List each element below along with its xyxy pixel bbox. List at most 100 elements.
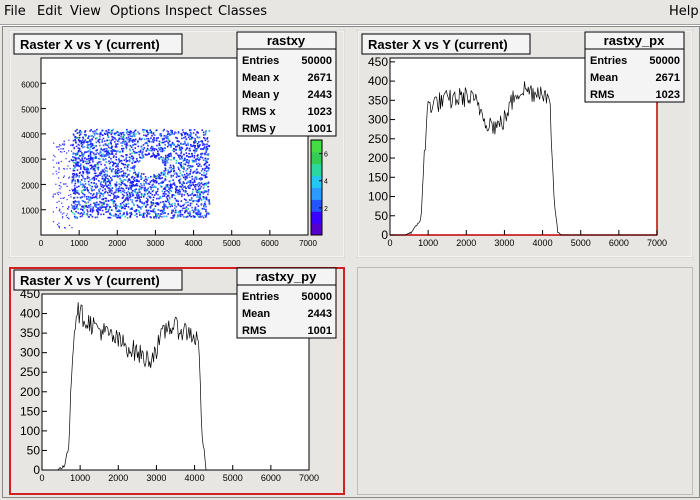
heat-point bbox=[167, 137, 169, 140]
heat-point bbox=[155, 154, 158, 157]
heat-point bbox=[162, 138, 164, 141]
heat-point bbox=[103, 150, 106, 153]
heat-point bbox=[146, 147, 149, 150]
heat-point bbox=[69, 160, 71, 162]
heat-point bbox=[87, 201, 90, 204]
heat-point bbox=[145, 182, 147, 185]
heat-point bbox=[151, 190, 154, 193]
heat-point bbox=[169, 171, 171, 173]
heat-point bbox=[177, 200, 180, 203]
heat-point bbox=[172, 164, 175, 167]
pad-rastxy[interactable]: 246 0 1000 2000 3000 4000 5000 6000 70001000200… bbox=[9, 30, 345, 258]
p2-xtick-label: 5000 bbox=[571, 238, 591, 248]
pad-rastxy-py[interactable]: 0 1000 2000 3000 4000 5000 6000 700005010015020… bbox=[9, 267, 345, 495]
menu-help[interactable]: Help bbox=[669, 4, 699, 19]
heat-point bbox=[127, 179, 130, 181]
heat-point bbox=[155, 217, 158, 219]
heat-point bbox=[120, 170, 123, 173]
heat-point bbox=[194, 139, 197, 142]
heat-point bbox=[110, 157, 112, 160]
heat-point bbox=[97, 207, 99, 209]
heat-point bbox=[79, 150, 82, 153]
menu-classes[interactable]: Classes bbox=[218, 4, 267, 19]
heat-point bbox=[143, 202, 146, 204]
heat-point bbox=[85, 134, 87, 136]
heat-point bbox=[74, 161, 77, 164]
heat-point bbox=[187, 201, 189, 204]
heat-point bbox=[74, 206, 77, 208]
heat-point bbox=[130, 146, 133, 149]
heat-point bbox=[184, 175, 187, 178]
menu-inspect[interactable]: Inspect bbox=[165, 4, 213, 19]
heat-point bbox=[151, 210, 153, 213]
p2-ytick-label: 150 bbox=[368, 170, 388, 184]
heat-point bbox=[189, 138, 192, 140]
heat-point bbox=[93, 154, 95, 156]
heat-point bbox=[74, 154, 77, 157]
heat-point bbox=[123, 166, 126, 169]
heat-point bbox=[94, 156, 97, 158]
heat-point bbox=[148, 139, 151, 142]
heat-point bbox=[70, 144, 73, 146]
pad-rastxy-px[interactable]: 0 1000 2000 3000 4000 5000 6000 700005010015020… bbox=[357, 30, 693, 258]
menu-view[interactable]: View bbox=[70, 4, 101, 19]
heat-point bbox=[169, 164, 172, 167]
heat-point bbox=[167, 144, 170, 146]
heat-point bbox=[200, 153, 202, 155]
heat-point bbox=[189, 156, 192, 158]
palette-cell bbox=[311, 227, 322, 232]
menu-options[interactable]: Options bbox=[110, 4, 161, 19]
heat-point bbox=[94, 195, 97, 198]
palette-cell bbox=[311, 199, 322, 204]
heat-point bbox=[55, 183, 57, 185]
menu-file[interactable]: File bbox=[4, 4, 26, 19]
heat-point bbox=[84, 168, 86, 171]
heat-point bbox=[178, 175, 181, 178]
heat-point bbox=[176, 143, 179, 146]
heat-point bbox=[105, 200, 107, 202]
heat-point bbox=[87, 155, 90, 157]
heat-point bbox=[74, 193, 77, 195]
heat-point bbox=[79, 213, 82, 215]
heat-point bbox=[99, 201, 101, 203]
heat-point bbox=[179, 157, 182, 160]
heat-point bbox=[167, 169, 170, 172]
heat-point bbox=[100, 155, 103, 158]
heat-point bbox=[95, 131, 97, 134]
heat-point bbox=[115, 186, 117, 188]
heat-point bbox=[81, 152, 84, 155]
heat-point bbox=[72, 201, 75, 203]
heat-point bbox=[179, 213, 182, 216]
heat-point bbox=[89, 140, 91, 143]
heat-point bbox=[136, 180, 139, 183]
heat-point bbox=[186, 133, 189, 135]
heat-point bbox=[84, 130, 87, 132]
heat-point bbox=[115, 151, 118, 153]
heat-point bbox=[117, 196, 119, 198]
heat-point bbox=[124, 179, 127, 181]
heat-point bbox=[76, 186, 78, 189]
pad-empty[interactable] bbox=[357, 267, 693, 495]
menu-edit[interactable]: Edit bbox=[37, 4, 63, 19]
heat-point bbox=[75, 141, 77, 144]
heat-point bbox=[142, 156, 145, 159]
heat-point bbox=[130, 185, 133, 188]
heat-point bbox=[86, 175, 89, 178]
heat-point bbox=[205, 173, 208, 175]
heat-point bbox=[204, 167, 206, 170]
heat-point bbox=[67, 208, 69, 210]
heat-point bbox=[189, 170, 192, 173]
heat-point bbox=[192, 184, 195, 186]
heat-point bbox=[116, 172, 119, 175]
heat-point bbox=[140, 138, 143, 141]
heat-point bbox=[156, 203, 159, 206]
heat-point bbox=[181, 213, 184, 216]
heat-point bbox=[168, 196, 171, 199]
heat-point bbox=[75, 152, 78, 155]
heat-point bbox=[134, 171, 137, 174]
heat-point bbox=[120, 148, 123, 150]
heat-point bbox=[187, 174, 190, 176]
heat-point bbox=[161, 141, 164, 144]
heat-point bbox=[62, 148, 64, 150]
